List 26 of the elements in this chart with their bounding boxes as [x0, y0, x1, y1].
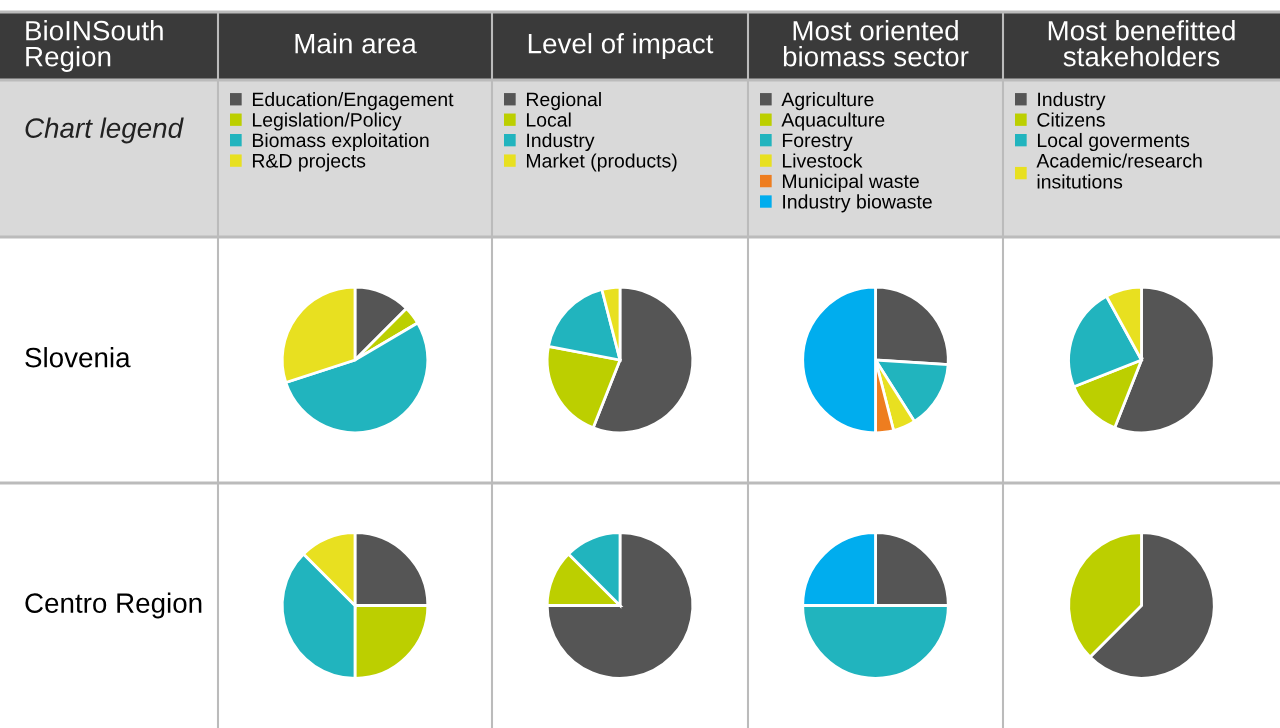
- legend-label: Industry: [527, 132, 595, 152]
- slice-label: Centro Region: [25, 592, 202, 619]
- legend-label: Agriculture: [781, 92, 874, 111]
- legend-label: Market (products): [526, 153, 677, 172]
- chart-title: Main area: [295, 33, 417, 54]
- legend-label: Industry: [1038, 92, 1106, 111]
- legend-label: Municipal waste: [782, 173, 919, 192]
- legend-label: Biomass exploitation: [252, 132, 429, 152]
- legend-label: Industry biowaste: [783, 194, 932, 213]
- chart-title: Most benefitted stakeholders: [1048, 20, 1235, 67]
- legend-label: Education/Engagement: [252, 92, 454, 111]
- legend-label: R&D projects: [252, 153, 366, 172]
- legend-label: Local goverments: [1037, 132, 1190, 152]
- legend-label: Forestry: [782, 133, 853, 152]
- text: Chart legend: [25, 117, 184, 144]
- legend-label: Legislation/Policy: [252, 112, 402, 131]
- chart-title: Most oriented biomass sector: [783, 20, 969, 67]
- legend-label: Regional: [526, 92, 601, 111]
- legend-label: Academic/research insitutions: [1036, 153, 1202, 189]
- legend-label: Citizens: [1037, 112, 1105, 127]
- slice-label: Slovenia: [25, 347, 131, 368]
- legend-label: Aquaculture: [781, 112, 885, 131]
- chart-title: Level of impact: [528, 33, 714, 59]
- legend-label: Local: [526, 112, 571, 127]
- text: BioINSouth Region: [26, 20, 163, 72]
- legend-label: Livestock: [782, 153, 863, 168]
